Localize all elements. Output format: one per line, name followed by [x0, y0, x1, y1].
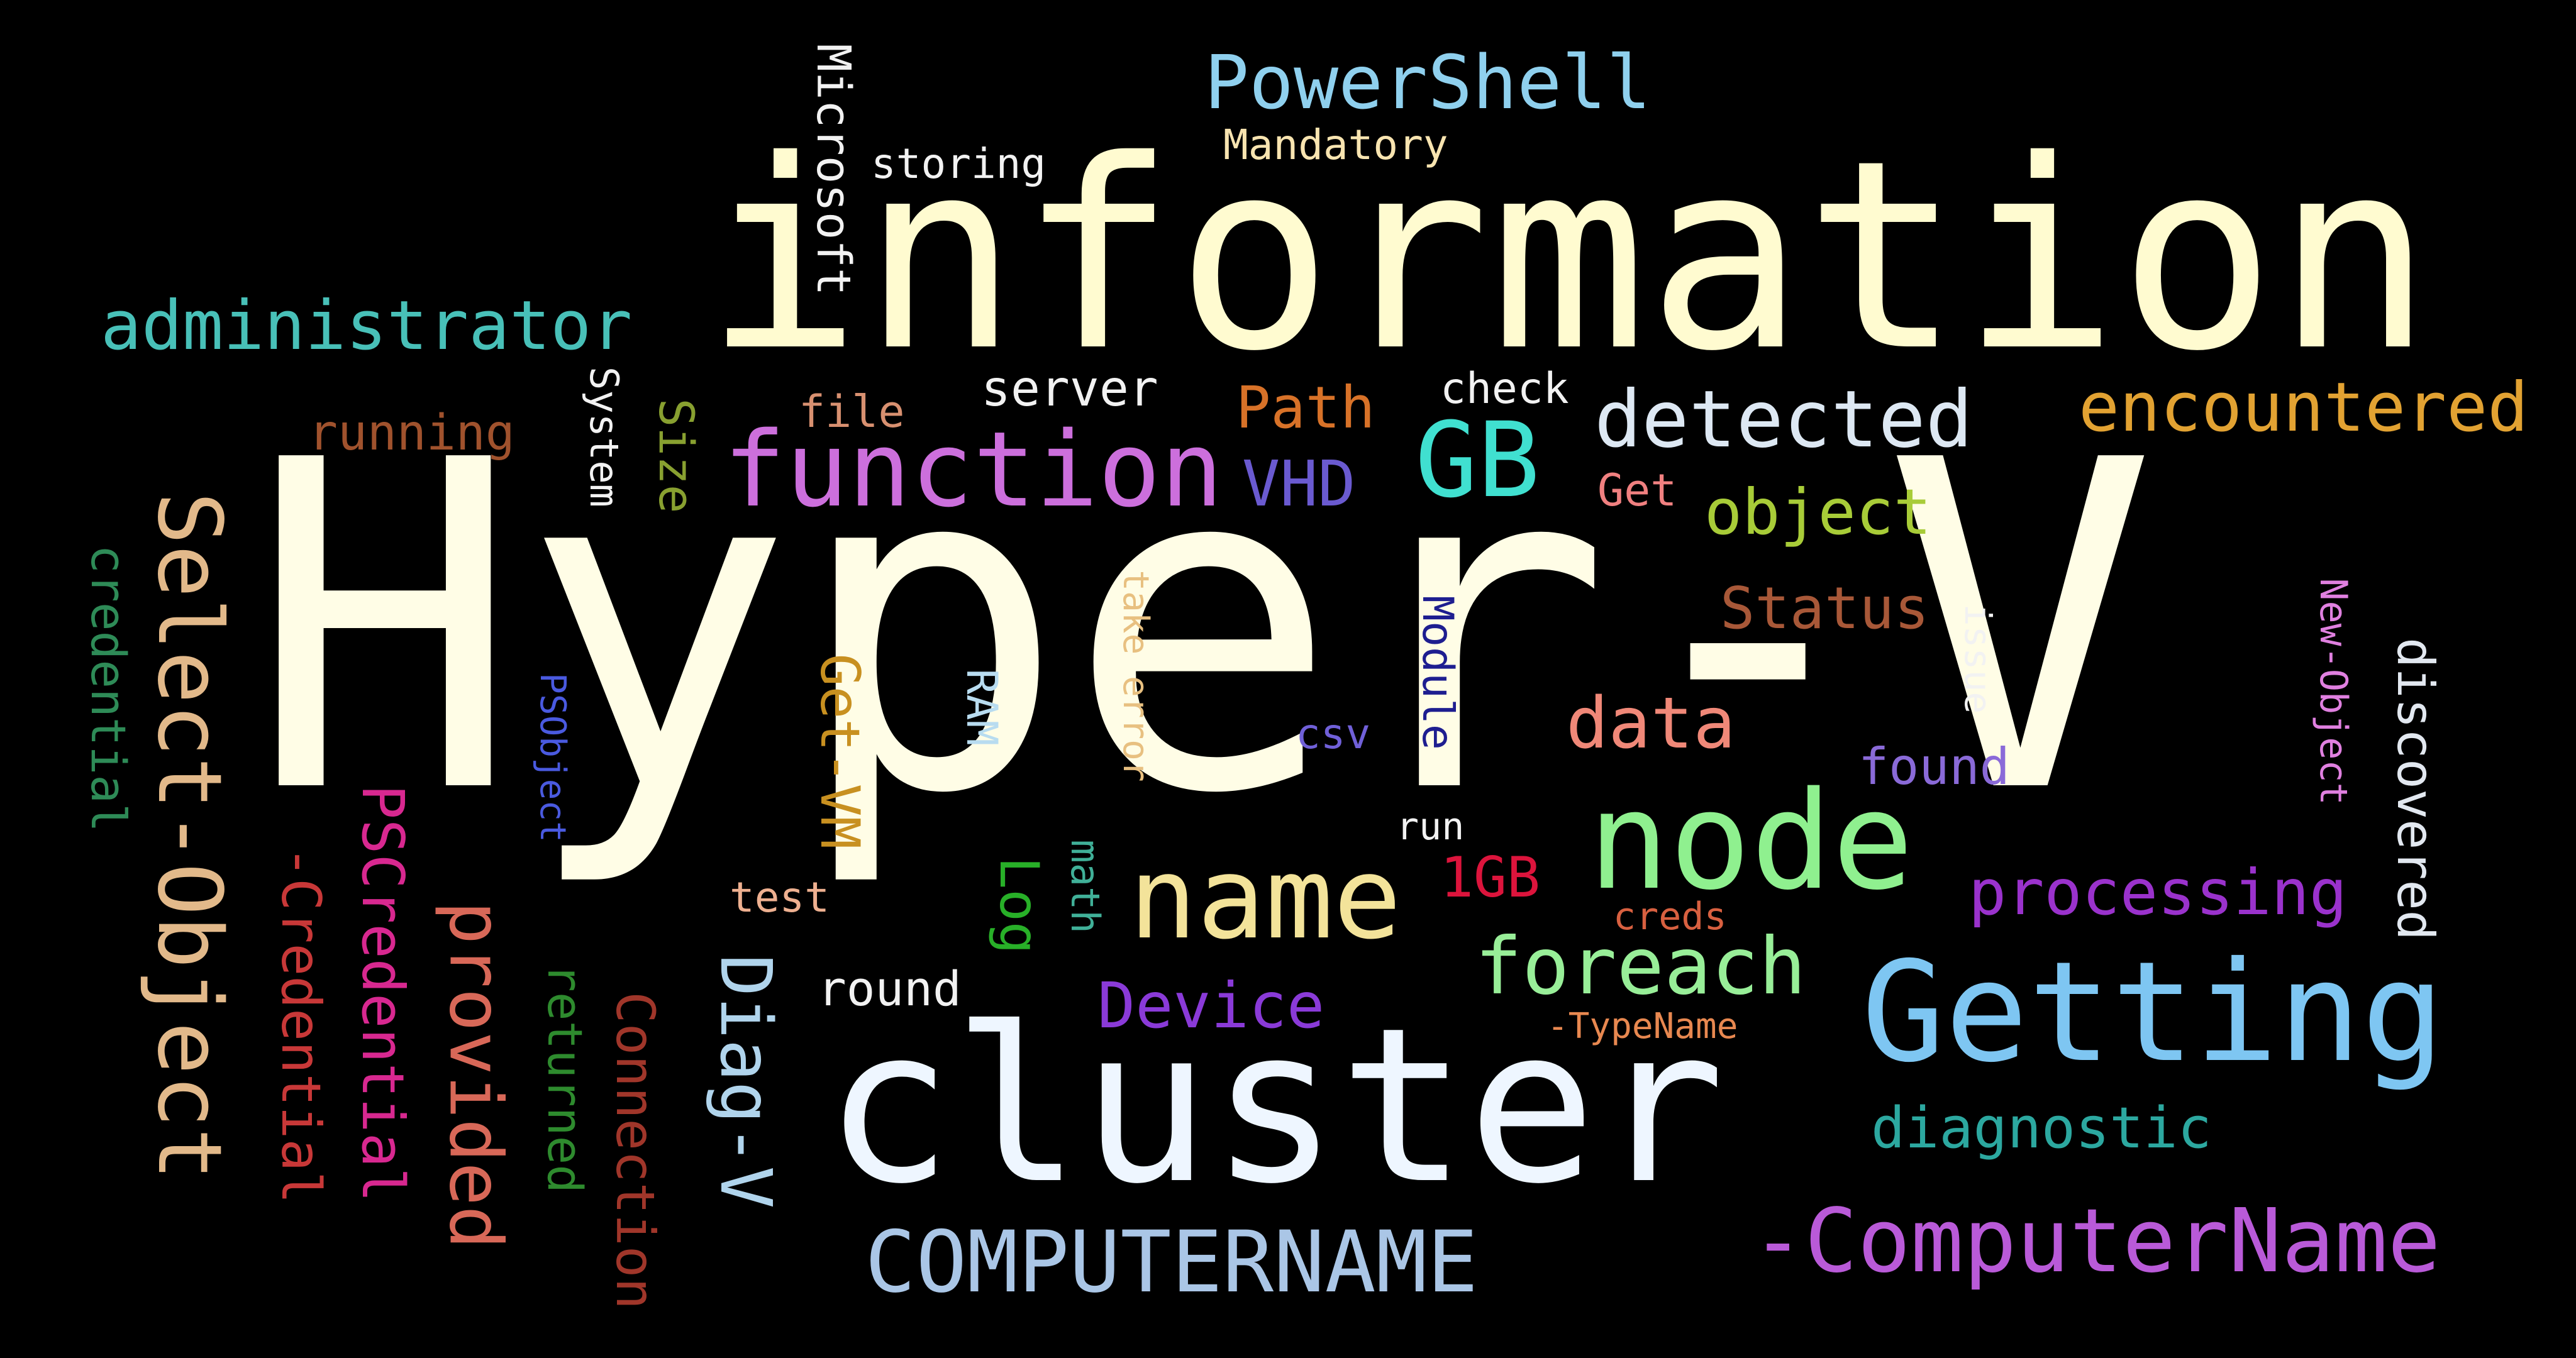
word-test: test: [730, 873, 830, 922]
word-returned: returned: [537, 963, 593, 1194]
word-psobject: PSObject: [532, 673, 573, 842]
word-server: server: [981, 361, 1158, 417]
word-cluster: cluster: [824, 982, 1725, 1231]
word-credential-param: -Credential: [269, 846, 332, 1204]
word-foreach: foreach: [1475, 921, 1806, 1012]
word-math: math: [1062, 839, 1108, 934]
word-vhd: VHD: [1242, 447, 1356, 521]
word-creds: creds: [1613, 895, 1727, 939]
word-issue: issue: [1957, 604, 1999, 714]
word-administrator: administrator: [101, 287, 633, 365]
word-typename: -TypeName: [1547, 1006, 1738, 1047]
word-size: Size: [648, 398, 704, 514]
word-powershell: PowerShell: [1204, 39, 1652, 126]
word-diagnostic: diagnostic: [1871, 1095, 2212, 1161]
word-device: Device: [1097, 969, 1325, 1042]
word-mandatory: Mandatory: [1223, 121, 1448, 169]
word-storing: storing: [871, 140, 1046, 188]
word-run: run: [1396, 805, 1465, 849]
word-csv: csv: [1296, 710, 1371, 758]
word-running: running: [308, 405, 515, 461]
word-name: name: [1129, 833, 1402, 964]
word-get: Get: [1597, 465, 1677, 516]
word-take-error: take error: [1115, 570, 1156, 782]
word-encountered: encountered: [2079, 368, 2529, 447]
word-pscredential: PSCredential: [349, 784, 416, 1203]
word-log: Log: [987, 856, 1050, 954]
word-file: file: [799, 386, 905, 438]
word-new-object: New-Object: [2311, 578, 2355, 805]
word-round: round: [818, 961, 962, 1017]
word-1gb: 1GB: [1440, 845, 1540, 910]
word-computername-param: -ComputerName: [1752, 1190, 2441, 1293]
word-detected: detected: [1594, 374, 1974, 465]
word-connection: Connection: [604, 991, 666, 1310]
word-node: node: [1588, 762, 1914, 920]
word-getting: Getting: [1862, 932, 2445, 1093]
word-discovered: discovered: [2386, 638, 2445, 941]
word-hyper-v: Hyper-V: [248, 365, 2157, 892]
word-information: information: [704, 104, 2433, 408]
word-function: function: [723, 409, 1223, 530]
word-microsoft: Microsoft: [806, 43, 860, 296]
word-status: Status: [1720, 575, 1929, 642]
word-found: found: [1858, 737, 2010, 796]
word-data: data: [1566, 683, 1736, 765]
word-ram: RAM: [957, 668, 1006, 746]
word-object: object: [1704, 475, 1932, 549]
word-get-vm: Get-VM: [808, 653, 871, 849]
word-system: System: [581, 367, 627, 507]
word-processing: processing: [1968, 856, 2348, 929]
word-provided: provided: [433, 901, 518, 1249]
word-select-object: Select-Object: [138, 492, 240, 1181]
word-credential: credential: [80, 544, 136, 832]
word-computername: COMPUTERNAME: [865, 1213, 1479, 1311]
word-diag-v: Diag-V: [704, 954, 786, 1209]
word-check: check: [1440, 364, 1569, 414]
word-gb: GB: [1415, 400, 1540, 521]
word-path: Path: [1236, 374, 1375, 441]
word-module: Module: [1413, 595, 1462, 750]
